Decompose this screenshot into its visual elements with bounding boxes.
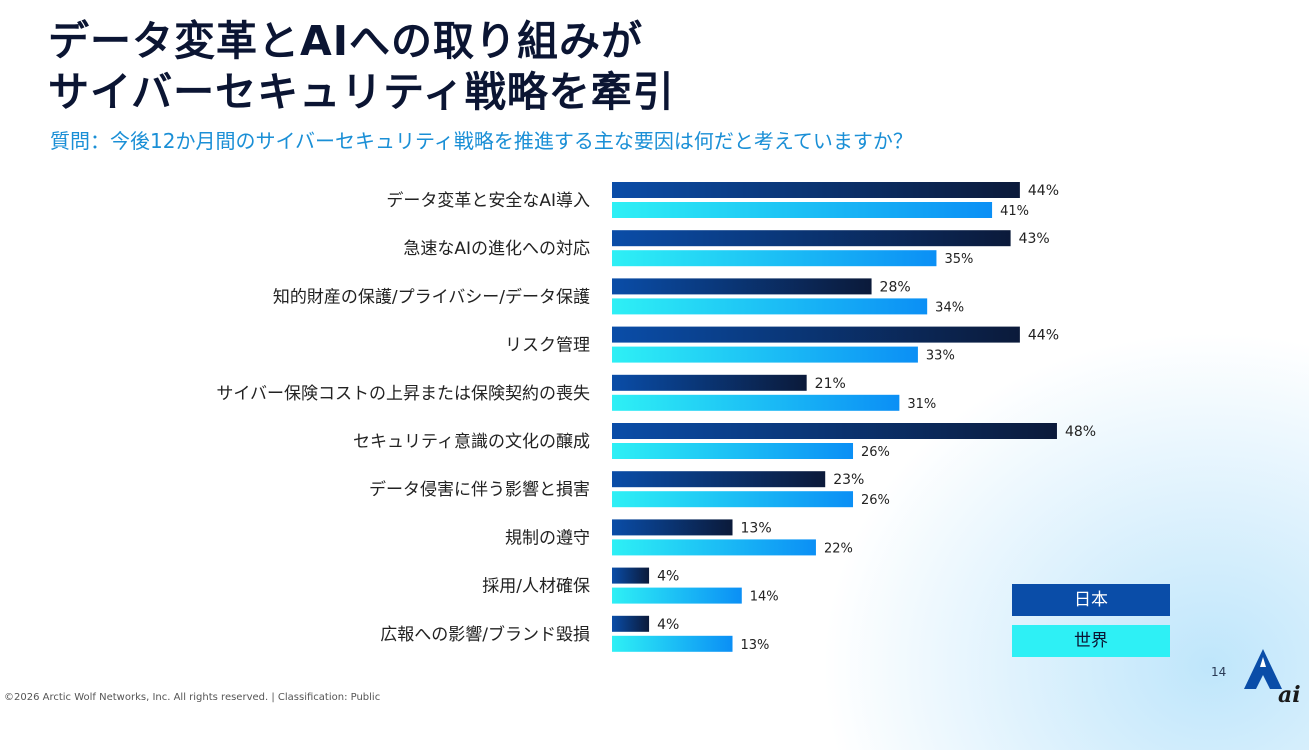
page-number: 14 bbox=[1211, 665, 1227, 679]
bar-world bbox=[612, 491, 854, 508]
bar-world bbox=[612, 443, 854, 459]
title-line-1: データ変革とAIへの取り組みが bbox=[48, 17, 643, 65]
category-label: リスク管理 bbox=[505, 336, 590, 356]
bar-japan bbox=[612, 374, 807, 391]
category-label: 知的財産の保護/プライバシー/データ保護 bbox=[273, 286, 590, 307]
bar-world bbox=[612, 250, 937, 267]
value-label-world: 41% bbox=[1000, 204, 1029, 219]
page-title: データ変革とAIへの取り組みが サイバーセキュリティ戦略を牽引 bbox=[48, 16, 675, 118]
category-label: 急速なAIの進化への対応 bbox=[403, 239, 590, 259]
value-label-japan: 48% bbox=[1065, 424, 1096, 440]
value-label-world: 14% bbox=[750, 590, 779, 605]
value-label-japan: 23% bbox=[833, 472, 864, 488]
category-label: サイバー保険コストの上昇または保険契約の喪失 bbox=[216, 384, 590, 404]
value-label-japan: 4% bbox=[657, 617, 679, 633]
value-label-world: 33% bbox=[926, 349, 955, 364]
value-label-japan: 43% bbox=[1019, 231, 1050, 247]
value-label-japan: 28% bbox=[880, 279, 911, 295]
value-label-world: 31% bbox=[907, 397, 936, 412]
legend-japan: 日本 bbox=[1012, 584, 1170, 616]
brand-logo: ai bbox=[1244, 649, 1301, 707]
bar-japan bbox=[612, 423, 1057, 439]
value-label-world: 13% bbox=[741, 638, 770, 653]
bar-japan bbox=[612, 230, 1011, 247]
value-label-japan: 21% bbox=[815, 376, 846, 392]
bar-japan bbox=[612, 615, 650, 632]
bar-japan bbox=[612, 326, 1020, 343]
bar-japan bbox=[612, 567, 650, 584]
title-line-2: サイバーセキュリティ戦略を牽引 bbox=[48, 68, 675, 116]
bar-chart: データ変革と安全なAI導入 44% 41% 急速なAIの進化への対応 43% 35% 知的財… bbox=[216, 182, 1096, 653]
value-label-japan: 13% bbox=[741, 520, 772, 536]
bar-japan bbox=[612, 519, 733, 536]
value-label-japan: 44% bbox=[1028, 328, 1059, 344]
bar-world bbox=[612, 635, 733, 652]
category-label: 広報への影響/ブランド毀損 bbox=[380, 624, 590, 645]
value-label-world: 22% bbox=[824, 541, 853, 556]
bar-world bbox=[612, 202, 993, 218]
copyright-footer: ©2026 Arctic Wolf Networks, Inc. All rig… bbox=[4, 692, 381, 703]
bar-world bbox=[612, 394, 900, 411]
survey-question: 質問：今後12か月間のサイバーセキュリティ戦略を推進する主な要因は何だと考えてい… bbox=[50, 129, 913, 153]
value-label-world: 26% bbox=[861, 445, 890, 460]
value-label-world: 34% bbox=[935, 300, 964, 315]
bar-japan bbox=[612, 471, 826, 488]
bar-world bbox=[612, 539, 816, 556]
logo-accent-icon bbox=[1260, 657, 1266, 667]
wolf-mountain-icon bbox=[1244, 649, 1282, 689]
value-label-world: 26% bbox=[861, 493, 890, 508]
category-label: セキュリティ意識の文化の醸成 bbox=[353, 432, 590, 452]
bar-world bbox=[612, 587, 742, 604]
value-label-japan: 4% bbox=[657, 569, 679, 585]
bar-japan bbox=[612, 182, 1020, 198]
bar-world bbox=[612, 298, 928, 315]
background-glow bbox=[820, 330, 1309, 750]
value-label-world: 35% bbox=[944, 252, 973, 267]
value-label-japan: 44% bbox=[1028, 183, 1059, 199]
legend-world: 世界 bbox=[1012, 625, 1170, 657]
bar-japan bbox=[612, 278, 872, 295]
category-label: データ侵害に伴う影響と損害 bbox=[369, 479, 590, 500]
bar-world bbox=[612, 346, 918, 363]
ai-watermark: ai bbox=[1278, 682, 1301, 707]
category-label: データ変革と安全なAI導入 bbox=[386, 190, 590, 211]
category-label: 採用/人材確保 bbox=[482, 577, 590, 597]
category-label: 規制の遵守 bbox=[505, 528, 590, 548]
